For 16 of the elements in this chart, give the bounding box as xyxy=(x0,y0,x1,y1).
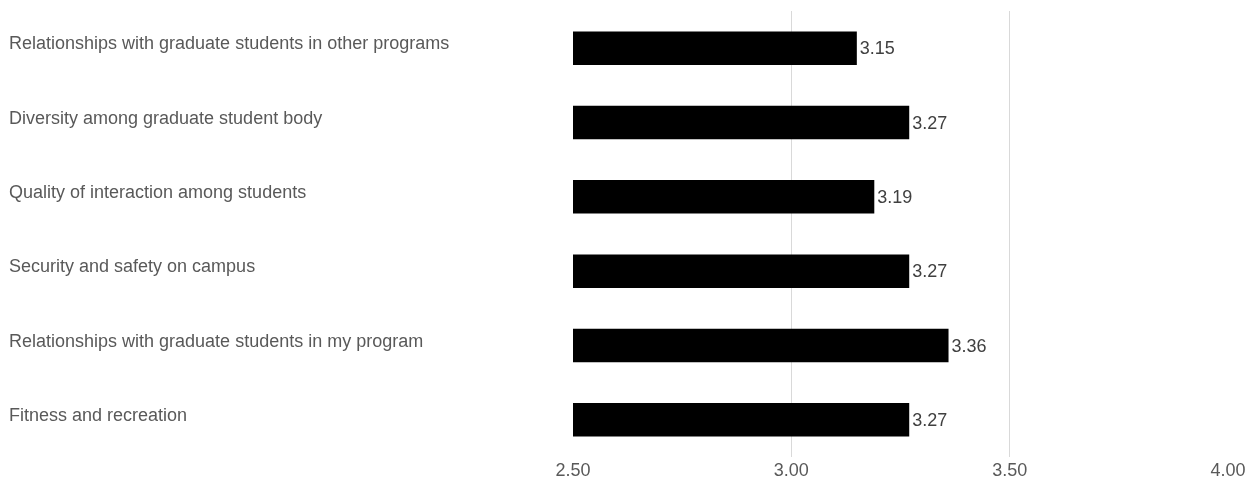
y-tick-label: Relationships with graduate students in other programs xyxy=(9,33,450,53)
x-tick-label: 4.00 xyxy=(1210,460,1246,480)
y-tick-label: Diversity among graduate student body xyxy=(9,108,323,128)
y-tick-label: Fitness and recreation xyxy=(9,405,188,425)
data-label: 3.27 xyxy=(912,409,948,430)
data-label: 3.27 xyxy=(912,261,948,282)
data-label: 3.19 xyxy=(877,186,913,207)
data-label: 3.27 xyxy=(912,112,948,133)
y-tick-label: Quality of interaction among students xyxy=(9,182,307,202)
data-label: 3.36 xyxy=(951,335,987,356)
y-tick-label: Security and safety on campus xyxy=(9,256,256,276)
x-tick-label: 2.50 xyxy=(555,460,591,480)
data-label: 3.15 xyxy=(859,38,895,59)
x-tick-label: 3.50 xyxy=(992,460,1028,480)
x-tick-label: 3.00 xyxy=(773,460,809,480)
y-tick-label: Relationships with graduate students in my program xyxy=(9,331,424,351)
